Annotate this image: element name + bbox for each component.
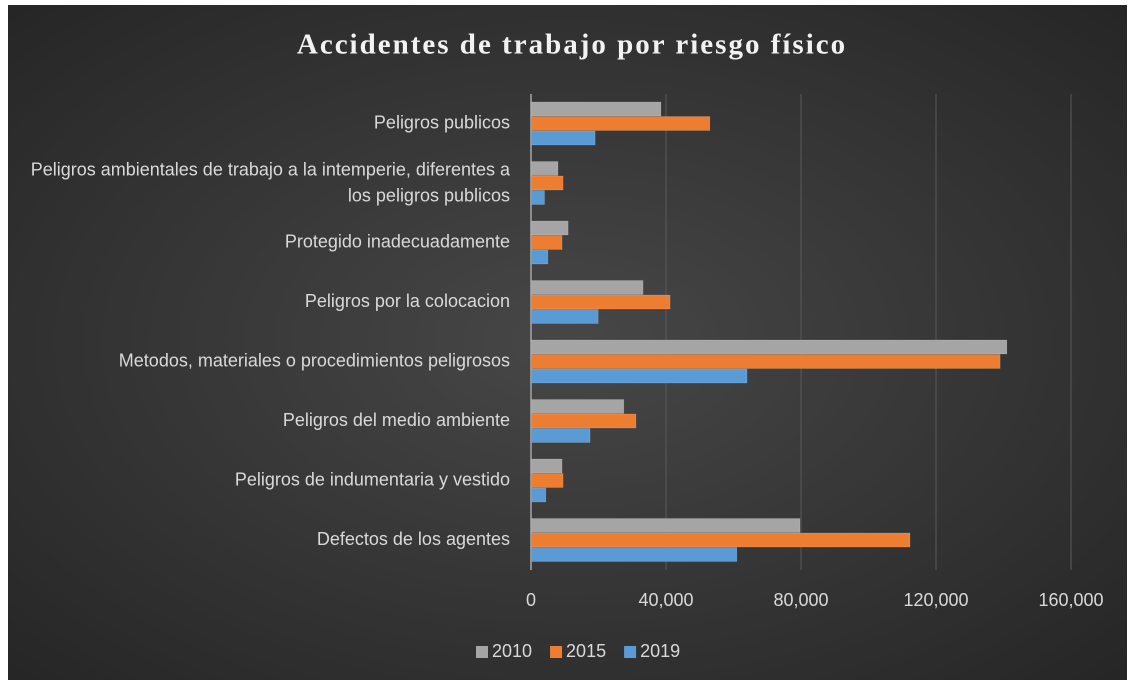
- bar: [530, 249, 549, 265]
- bar: [530, 280, 644, 295]
- legend-swatch: [550, 646, 563, 658]
- legend-label: 2010: [492, 641, 532, 661]
- bar: [530, 428, 591, 443]
- x-tick-label: 80,000: [773, 590, 828, 610]
- bar: [530, 309, 599, 324]
- bar: [530, 473, 564, 488]
- bar: [530, 518, 801, 533]
- category-label: Protegido inadecuadamente: [285, 232, 510, 252]
- bar: [530, 235, 563, 250]
- legend-label: 2019: [640, 641, 680, 661]
- bar: [530, 294, 671, 310]
- chart-title: Accidentes de trabajo por riesgo físico: [297, 29, 847, 61]
- bar: [530, 368, 748, 384]
- category-label: Peligros de indumentaria y vestido: [235, 470, 510, 490]
- category-label: Peligros publicos: [374, 113, 510, 133]
- bar: [530, 458, 563, 474]
- legend-swatch: [624, 646, 637, 658]
- bar: [530, 116, 711, 131]
- bar: [530, 175, 564, 191]
- bar: [530, 399, 625, 414]
- bar: [530, 190, 545, 205]
- category-label: Peligros ambientales de trabajo a la int…: [31, 159, 511, 205]
- bar: [530, 532, 911, 548]
- bar: [530, 101, 662, 117]
- legend-label: 2015: [566, 641, 606, 661]
- bar: [530, 413, 637, 429]
- x-tick-label: 160,000: [1038, 590, 1103, 610]
- bar: [530, 547, 738, 562]
- category-label: Peligros por la colocacion: [305, 291, 510, 311]
- bar: [530, 220, 569, 236]
- category-label: Peligros del medio ambiente: [283, 410, 510, 430]
- bar: [530, 161, 559, 176]
- bar: [530, 487, 547, 503]
- bar: [530, 354, 1001, 369]
- legend-swatch: [476, 646, 488, 658]
- bar: [530, 339, 1008, 355]
- x-tick-label: 40,000: [638, 590, 693, 610]
- x-tick-label: 120,000: [903, 590, 968, 610]
- category-label: Metodos, materiales o procedimientos pel…: [119, 351, 510, 371]
- x-tick-label: 0: [526, 590, 536, 610]
- bar: [530, 130, 596, 146]
- category-label: Defectos de los agentes: [317, 529, 510, 549]
